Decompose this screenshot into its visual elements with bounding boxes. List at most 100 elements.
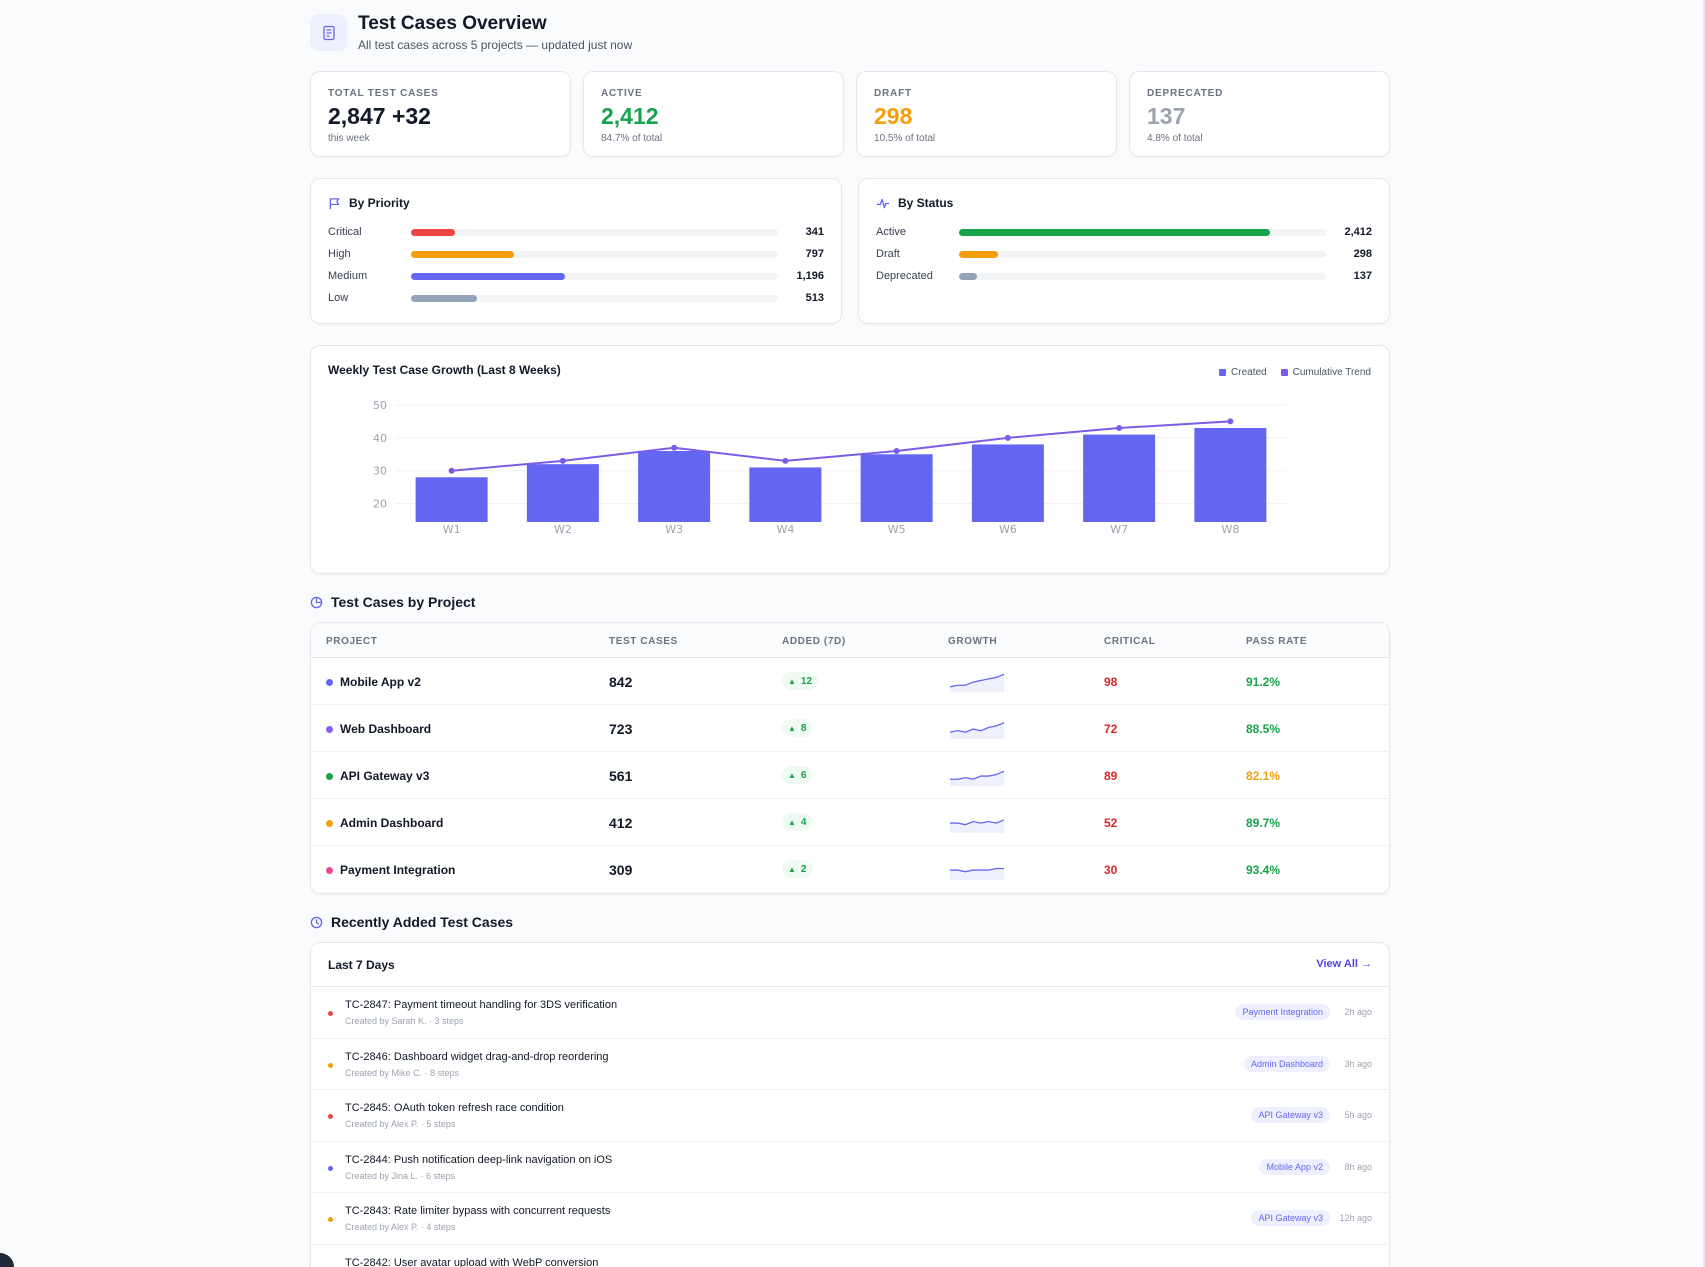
stat-card-deprecated[interactable]: DEPRECATED 137 4.8% of total (1129, 71, 1390, 157)
legend-swatch (1219, 369, 1227, 376)
stat-sub: 84.7% of total (601, 133, 663, 144)
arrow-up-icon: ▲ (788, 864, 796, 874)
test-case-title[interactable]: TC-2845: OAuth token refresh race condit… (345, 1102, 564, 1114)
status-row[interactable]: Deprecated 137 (876, 265, 1372, 287)
priority-row[interactable]: Critical 341 (328, 221, 824, 243)
window-corner (0, 1253, 14, 1267)
flag-icon (329, 197, 340, 209)
table-header: PROJECT TEST CASES ADDED (7D) GROWTH CRI… (311, 623, 1389, 658)
test-case-count: 309 (609, 862, 633, 878)
stat-sub: 10.5% of total (874, 133, 936, 144)
project-tag[interactable]: API Gateway v3 (1251, 1107, 1330, 1123)
sparkline-area (950, 771, 1004, 786)
stat-sub: 4.8% of total (1147, 133, 1203, 144)
stat-card-total[interactable]: TOTAL TEST CASES 2,847 +32 this week (310, 71, 571, 157)
stat-label: DRAFT (874, 88, 912, 99)
page-header: Test Cases Overview All test cases acros… (310, 13, 632, 52)
stat-label: TOTAL TEST CASES (328, 88, 439, 99)
list-item[interactable]: TC-2843: Rate limiter bypass with concur… (311, 1193, 1389, 1245)
chart-title: Weekly Test Case Growth (Last 8 Weeks) (328, 363, 561, 377)
test-case-title[interactable]: TC-2844: Push notification deep-link nav… (345, 1153, 613, 1166)
row-label: Critical (328, 226, 362, 238)
legend-item-trend[interactable]: Cumulative Trend (1280, 367, 1371, 378)
table-row[interactable]: API Gateway v3 561 ▲ 6 89 82.1% (311, 752, 1389, 799)
test-case-meta: Created by Mike C. · 8 steps (345, 1067, 460, 1078)
row-label: Low (328, 292, 349, 304)
row-label: Deprecated (876, 270, 933, 282)
progress-track (411, 294, 778, 302)
added-badge: ▲ 12 (782, 672, 819, 690)
col-test-cases[interactable]: TEST CASES (609, 636, 678, 647)
table-row[interactable]: Admin Dashboard 412 ▲ 4 52 89.7% (311, 799, 1389, 846)
priority-row[interactable]: High 797 (328, 243, 824, 265)
col-added[interactable]: ADDED (7D) (782, 636, 846, 647)
project-name[interactable]: Mobile App v2 (340, 675, 421, 689)
status-row[interactable]: Active 2,412 (876, 221, 1372, 243)
col-pass-rate[interactable]: PASS RATE (1246, 636, 1308, 647)
project-name[interactable]: Admin Dashboard (340, 816, 444, 830)
trend-point (448, 467, 455, 474)
progress-fill (411, 272, 566, 280)
test-case-title[interactable]: TC-2847: Payment timeout handling for 3D… (345, 999, 618, 1011)
progress-fill (959, 272, 977, 280)
project-color-dot (326, 679, 333, 686)
progress-track (959, 250, 1326, 258)
trend-point (893, 448, 900, 454)
test-case-title[interactable]: TC-2842: User avatar upload with WebP co… (345, 1256, 599, 1267)
project-tag[interactable]: API Gateway v3 (1251, 1210, 1330, 1226)
recent-section-header: Recently Added Test Cases (310, 914, 513, 930)
project-name[interactable]: API Gateway v3 (340, 769, 430, 783)
stat-card-active[interactable]: ACTIVE 2,412 84.7% of total (583, 71, 844, 157)
table-row[interactable]: Web Dashboard 723 ▲ 8 72 88.5% (311, 705, 1389, 752)
test-case-meta: Created by Alex P. · 4 steps (345, 1222, 456, 1232)
test-case-title[interactable]: TC-2846: Dashboard widget drag-and-drop … (345, 1050, 609, 1063)
list-item[interactable]: TC-2844: Push notification deep-link nav… (311, 1142, 1389, 1193)
project-color-dot (326, 820, 333, 827)
col-critical[interactable]: CRITICAL (1104, 636, 1156, 647)
list-item[interactable]: TC-2842: User avatar upload with WebP co… (311, 1245, 1389, 1267)
list-item[interactable]: TC-2846: Dashboard widget drag-and-drop … (311, 1039, 1389, 1090)
list-item[interactable]: TC-2845: OAuth token refresh race condit… (311, 1090, 1389, 1142)
progress-track (411, 250, 778, 258)
stat-card-draft[interactable]: DRAFT 298 10.5% of total (856, 71, 1117, 157)
trend-point (671, 444, 678, 451)
legend-swatch (1280, 369, 1288, 376)
relative-time: 3h ago (1344, 1058, 1372, 1069)
test-case-title[interactable]: TC-2843: Rate limiter bypass with concur… (345, 1205, 611, 1217)
bar (526, 464, 599, 522)
added-badge: ▲ 4 (782, 813, 813, 831)
progress-fill (959, 228, 1270, 236)
section-title: Test Cases by Project (331, 594, 476, 610)
x-tick-label: W4 (776, 523, 794, 536)
status-rows: Active 2,412 Draft 298 Deprecated 137 (876, 221, 1372, 287)
bar (1194, 428, 1267, 522)
project-tag[interactable]: Mobile App v2 (1259, 1158, 1330, 1175)
sparkline-line (950, 819, 1005, 826)
test-case-meta: Created by Alex P. · 5 steps (345, 1119, 456, 1129)
bar (638, 451, 711, 522)
project-tag[interactable]: Admin Dashboard (1243, 1055, 1330, 1072)
recent-test-cases-card: Last 7 Days View All → TC-2847: Payment … (310, 942, 1390, 1267)
priority-row[interactable]: Low 513 (328, 287, 824, 309)
project-name[interactable]: Web Dashboard (340, 722, 432, 736)
pie-chart-icon (310, 596, 323, 608)
table-row[interactable]: Payment Integration 309 ▲ 2 30 93.4% (311, 846, 1389, 893)
test-case-count: 842 (609, 674, 633, 690)
col-growth: GROWTH (948, 636, 998, 647)
test-case-meta: Created by Sarah K. · 3 steps (345, 1016, 464, 1026)
y-tick-label: 40 (373, 432, 387, 445)
table-row[interactable]: Mobile App v2 842 ▲ 12 98 91.2% (311, 658, 1389, 705)
list-item[interactable]: TC-2847: Payment timeout handling for 3D… (311, 987, 1389, 1039)
legend-item-created[interactable]: Created (1219, 367, 1267, 378)
page-scrollbar[interactable] (1703, 0, 1705, 1267)
projects-table: PROJECT TEST CASES ADDED (7D) GROWTH CRI… (310, 622, 1390, 894)
col-project[interactable]: PROJECT (326, 636, 378, 647)
sparkline-line (949, 722, 1005, 733)
project-name[interactable]: Payment Integration (340, 863, 456, 877)
priority-row[interactable]: Medium 1,196 (328, 265, 824, 287)
project-tag[interactable]: Payment Integration (1235, 1004, 1330, 1020)
status-row[interactable]: Draft 298 (876, 243, 1372, 265)
bar (971, 444, 1044, 522)
view-all-link[interactable]: View All → (1316, 958, 1372, 970)
test-case-count: 412 (609, 815, 633, 831)
